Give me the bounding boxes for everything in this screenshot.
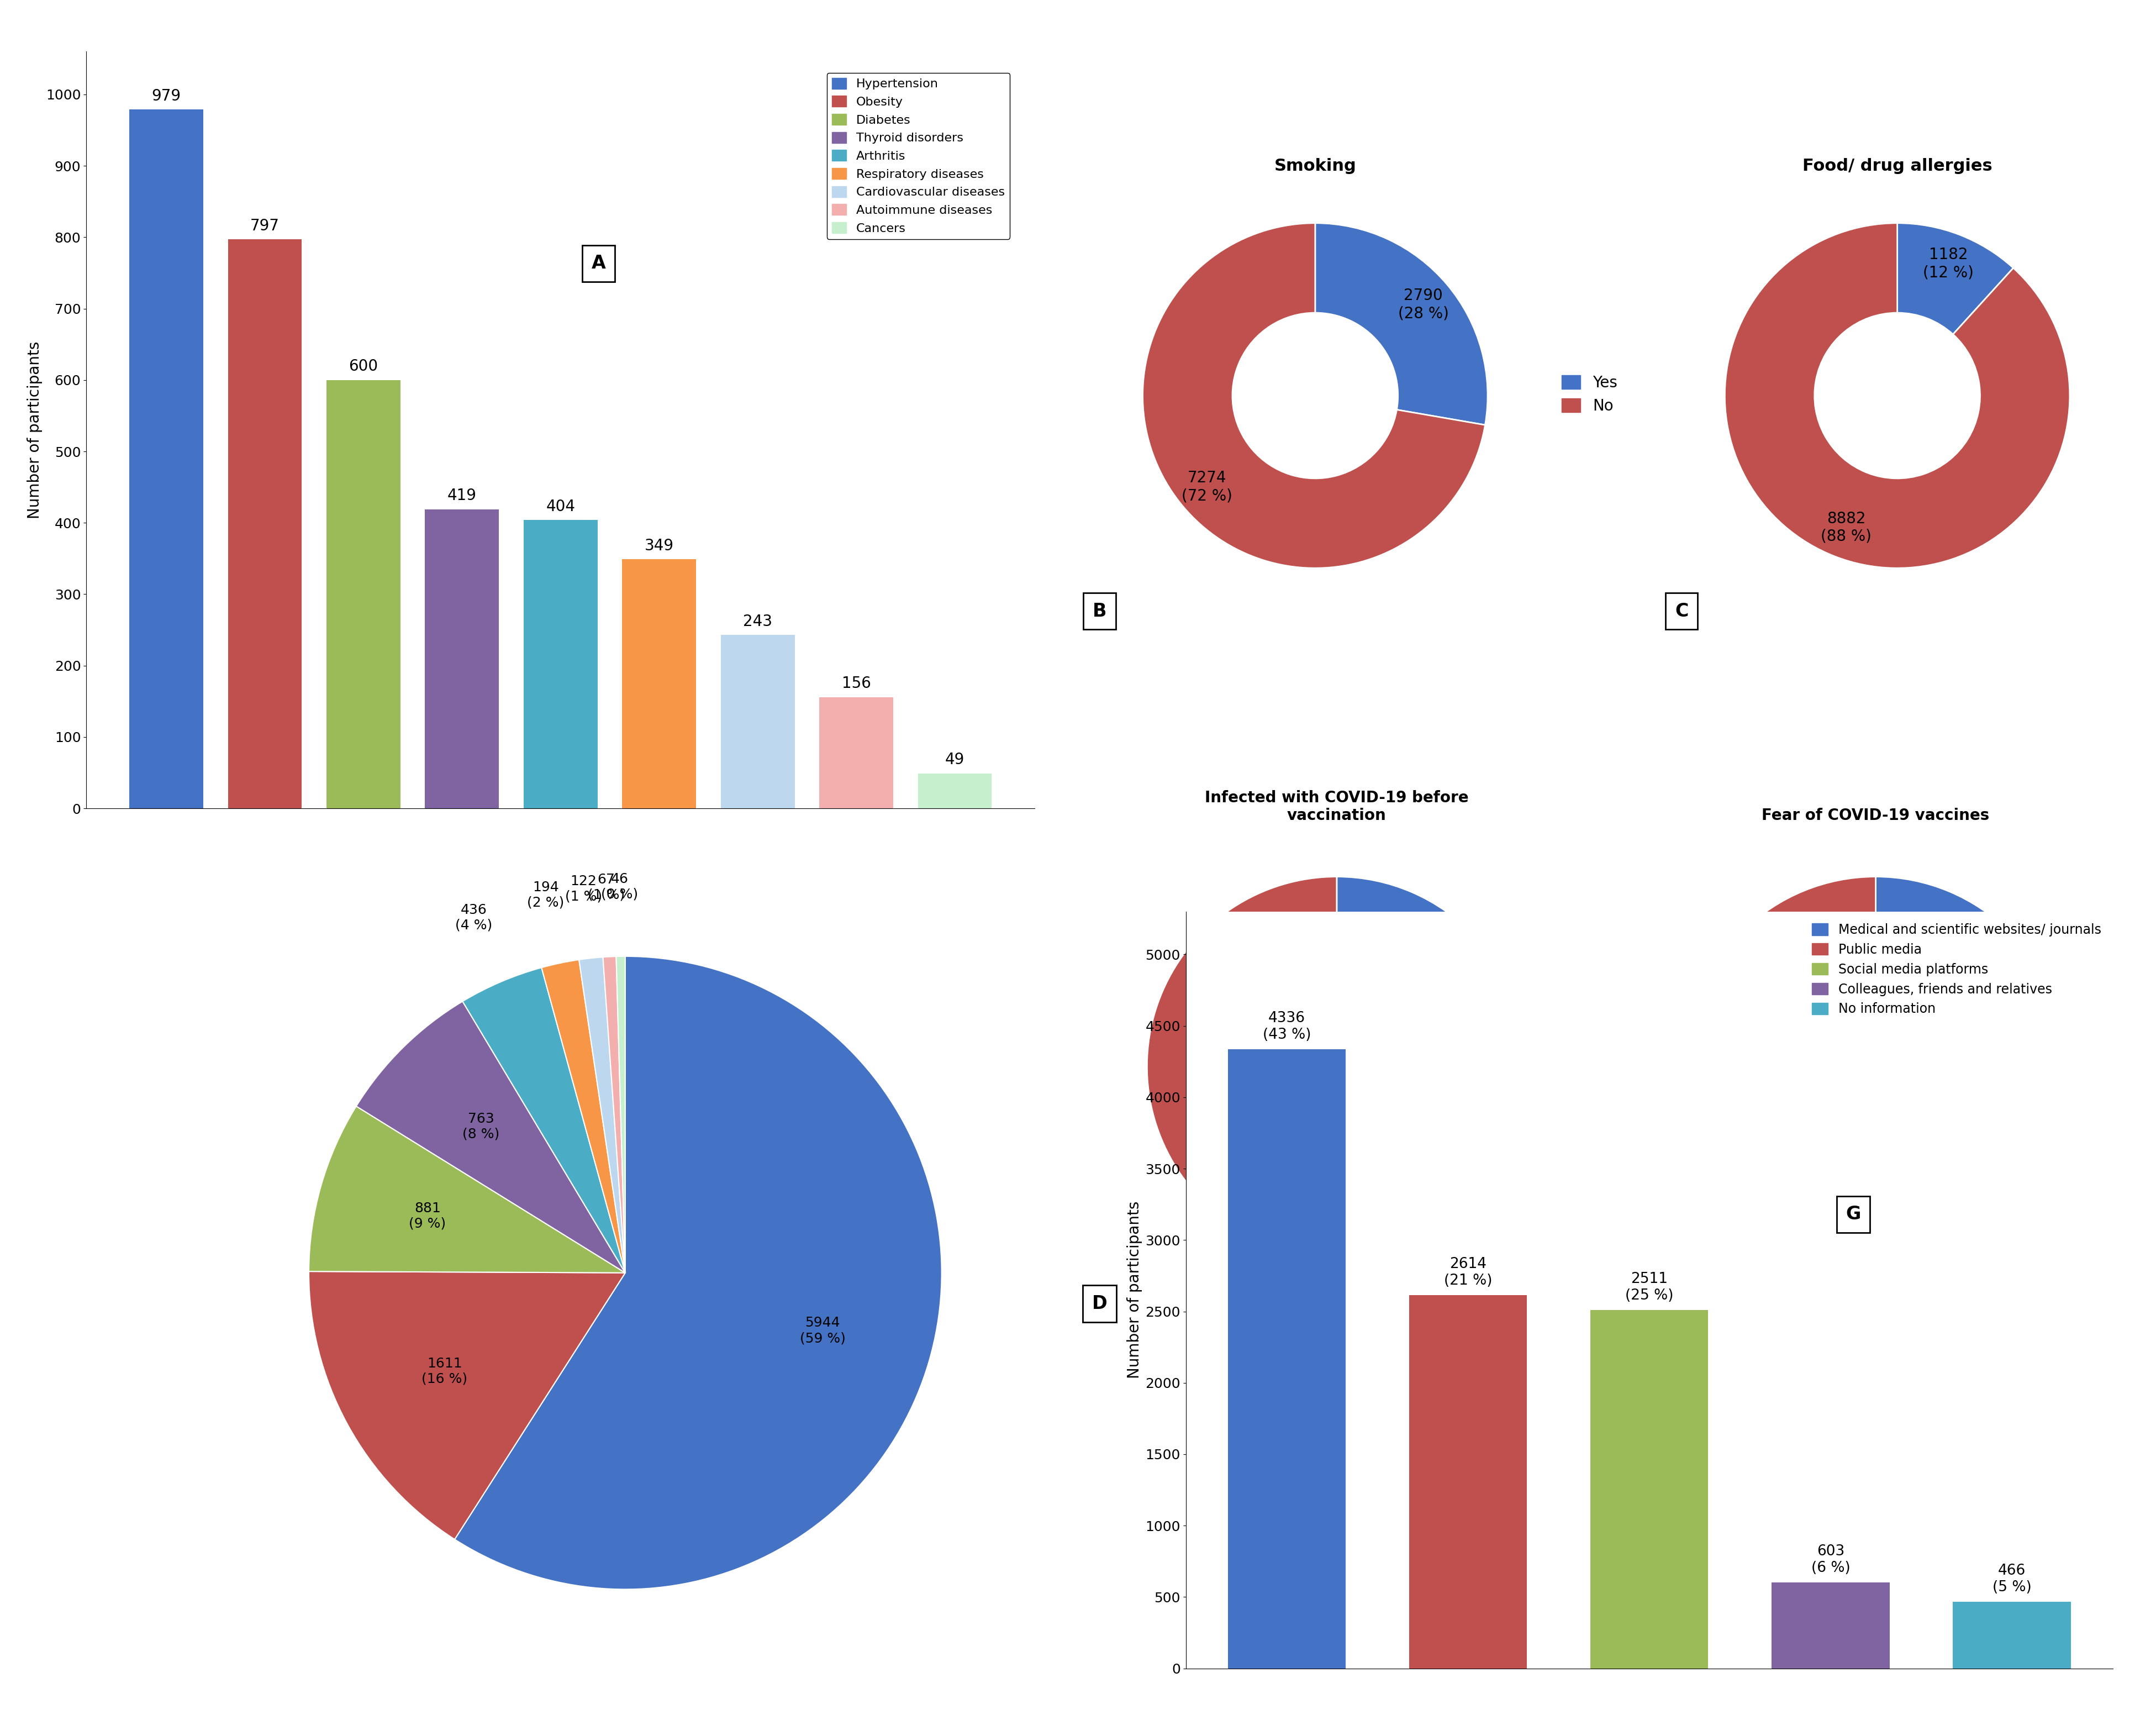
Wedge shape bbox=[617, 956, 625, 1273]
Wedge shape bbox=[604, 956, 625, 1273]
Wedge shape bbox=[1686, 877, 1876, 1256]
Text: 881
(9 %): 881 (9 %) bbox=[410, 1202, 446, 1230]
Text: 2620
(26 %): 2620 (26 %) bbox=[1425, 943, 1475, 977]
Text: G: G bbox=[1846, 1206, 1861, 1223]
Wedge shape bbox=[580, 956, 625, 1273]
Title: Smoking: Smoking bbox=[1274, 158, 1356, 174]
Text: 979: 979 bbox=[151, 88, 181, 103]
Bar bbox=[720, 635, 796, 808]
Text: 2790
(28 %): 2790 (28 %) bbox=[1397, 287, 1449, 322]
Text: 156: 156 bbox=[841, 676, 871, 691]
Text: 419: 419 bbox=[446, 488, 476, 504]
Text: C: C bbox=[1675, 602, 1688, 621]
Text: 8882
(88 %): 8882 (88 %) bbox=[1822, 511, 1871, 544]
Wedge shape bbox=[1869, 877, 2065, 1256]
Bar bbox=[326, 380, 401, 808]
Bar bbox=[918, 774, 992, 808]
Text: 7444
(74 %): 7444 (74 %) bbox=[1199, 1156, 1248, 1190]
Text: 797: 797 bbox=[250, 218, 280, 234]
Y-axis label: Number of participants: Number of participants bbox=[28, 341, 43, 519]
Bar bbox=[524, 519, 597, 808]
Text: 122
(1 %): 122 (1 %) bbox=[565, 875, 602, 903]
Text: 349: 349 bbox=[645, 538, 675, 554]
Text: A: A bbox=[591, 255, 606, 273]
Wedge shape bbox=[308, 1271, 625, 1539]
Bar bbox=[1953, 1601, 2070, 1668]
Wedge shape bbox=[1337, 877, 1526, 1078]
Text: 67
(1 %): 67 (1 %) bbox=[589, 872, 625, 901]
Text: 7274
(72 %): 7274 (72 %) bbox=[1181, 470, 1233, 504]
Bar bbox=[1410, 1295, 1526, 1668]
Wedge shape bbox=[541, 960, 625, 1273]
Y-axis label: Number of participants: Number of participants bbox=[1128, 1201, 1143, 1379]
Bar bbox=[229, 239, 302, 808]
Text: 243: 243 bbox=[744, 614, 772, 630]
Wedge shape bbox=[464, 968, 625, 1273]
Wedge shape bbox=[455, 956, 942, 1589]
Bar bbox=[425, 509, 498, 808]
Bar bbox=[623, 559, 696, 808]
Legend: Medical and scientific websites/ journals, Public media, Social media platforms,: Medical and scientific websites/ journal… bbox=[1807, 918, 2106, 1022]
Text: E: E bbox=[1632, 1295, 1645, 1312]
Text: 404: 404 bbox=[545, 499, 576, 514]
Bar bbox=[819, 697, 893, 808]
Text: B: B bbox=[1093, 602, 1106, 621]
Text: 600: 600 bbox=[349, 359, 377, 375]
Title: Fear of COVID-19 vaccines: Fear of COVID-19 vaccines bbox=[1761, 808, 1990, 824]
Text: 603
(6 %): 603 (6 %) bbox=[1811, 1545, 1850, 1576]
Wedge shape bbox=[308, 1106, 625, 1273]
Legend: Hypertension, Obesity, Diabetes, Thyroid disorders, Arthritis, Respiratory disea: Hypertension, Obesity, Diabetes, Thyroid… bbox=[826, 72, 1009, 239]
Text: 194
(2 %): 194 (2 %) bbox=[528, 881, 565, 910]
Wedge shape bbox=[356, 1001, 625, 1273]
Bar bbox=[1229, 1049, 1345, 1668]
Wedge shape bbox=[1725, 224, 2070, 568]
Title: Infected with COVID-19 before
vaccination: Infected with COVID-19 before vaccinatio… bbox=[1205, 789, 1468, 824]
Text: D: D bbox=[1091, 1295, 1108, 1312]
Legend: Yes, No: Yes, No bbox=[1557, 368, 1623, 420]
Bar bbox=[129, 110, 203, 808]
Text: 466
(5 %): 466 (5 %) bbox=[1992, 1563, 2031, 1594]
Text: 2614
(21 %): 2614 (21 %) bbox=[1445, 1257, 1492, 1288]
Text: 5944
(59 %): 5944 (59 %) bbox=[800, 1316, 845, 1345]
Title: Food/ drug allergies: Food/ drug allergies bbox=[1802, 158, 1992, 174]
Text: 1182
(12 %): 1182 (12 %) bbox=[1923, 248, 1973, 280]
Wedge shape bbox=[1147, 877, 1526, 1256]
Text: 1611
(16 %): 1611 (16 %) bbox=[423, 1357, 468, 1386]
Text: 49: 49 bbox=[944, 752, 964, 767]
Text: 2511
(25 %): 2511 (25 %) bbox=[1626, 1271, 1673, 1302]
Text: 436
(4 %): 436 (4 %) bbox=[455, 903, 492, 932]
Text: 4336
(43 %): 4336 (43 %) bbox=[1263, 1011, 1311, 1042]
Text: 5091
(51 %): 5091 (51 %) bbox=[2005, 1053, 2057, 1085]
Bar bbox=[1772, 1582, 1889, 1668]
Wedge shape bbox=[1143, 224, 1485, 568]
Text: 763
(8 %): 763 (8 %) bbox=[461, 1113, 500, 1140]
Bar bbox=[1591, 1311, 1708, 1668]
Text: 46
(0 %): 46 (0 %) bbox=[602, 872, 638, 901]
Text: 4973
(49 %): 4973 (49 %) bbox=[1695, 1047, 1746, 1080]
Wedge shape bbox=[1897, 224, 2014, 334]
Wedge shape bbox=[1315, 224, 1488, 425]
